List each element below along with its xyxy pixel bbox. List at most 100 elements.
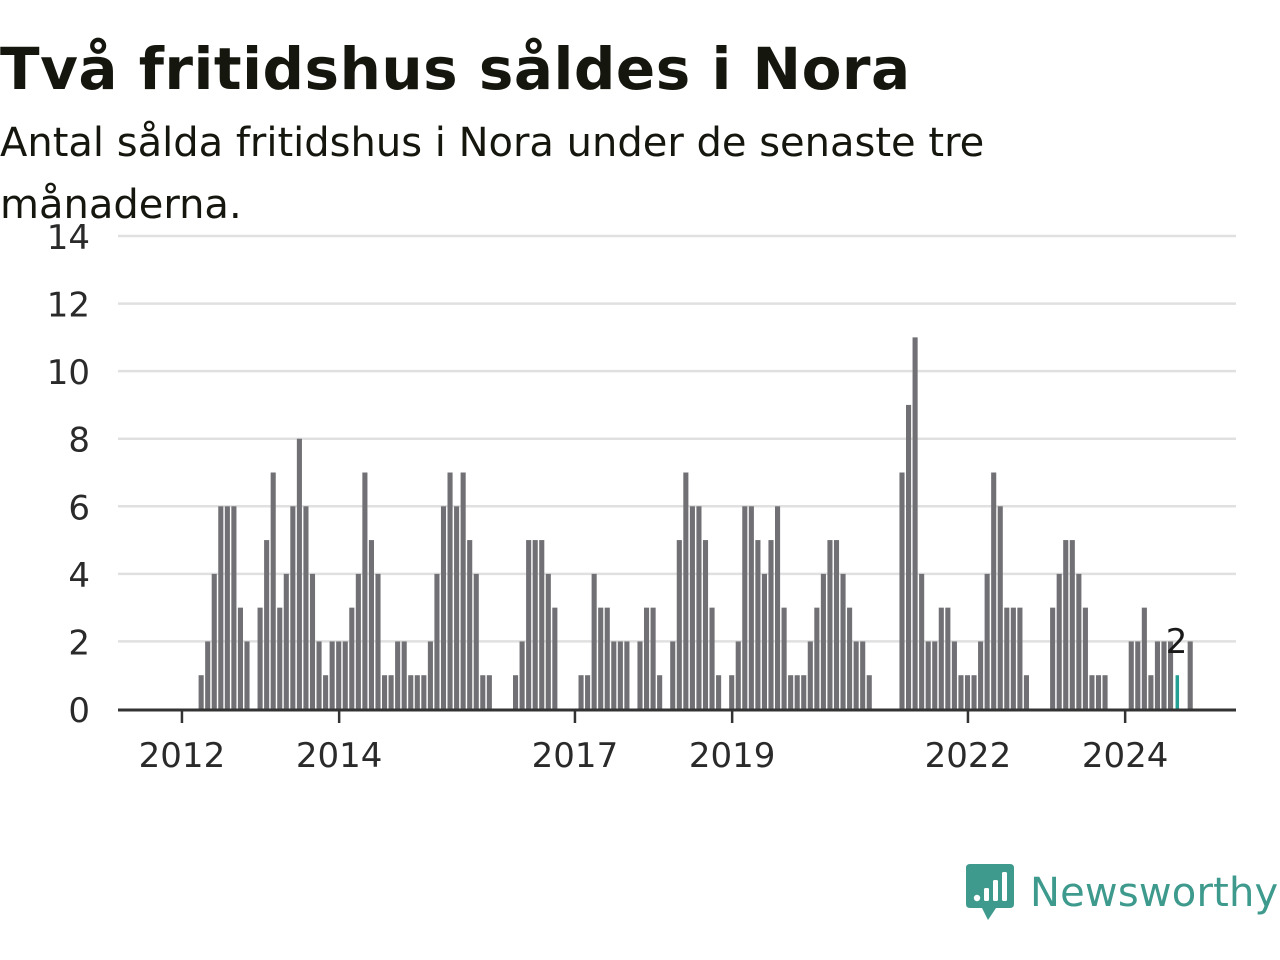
bar	[729, 675, 735, 709]
bar	[362, 472, 368, 709]
bar	[794, 675, 800, 709]
bar	[984, 573, 990, 709]
y-tick-label: 4	[68, 556, 90, 596]
bar	[552, 607, 558, 709]
chart-subtitle: Antal sålda fritidshus i Nora under de s…	[0, 120, 985, 228]
bar	[480, 675, 486, 709]
bar	[820, 573, 826, 709]
bar	[486, 675, 492, 709]
bar	[414, 675, 420, 709]
brand-name: Newsworthy	[1030, 870, 1279, 916]
bar	[1050, 607, 1056, 709]
bar	[198, 675, 204, 709]
bar	[323, 675, 329, 709]
bar	[296, 438, 302, 709]
bar	[866, 675, 872, 709]
bar	[545, 573, 551, 709]
bar	[1056, 573, 1062, 709]
bar	[283, 573, 289, 709]
bar	[775, 506, 781, 709]
bar	[906, 404, 912, 709]
bar	[309, 573, 316, 709]
bar	[1076, 573, 1082, 709]
bar	[1154, 641, 1160, 709]
bar	[978, 641, 984, 709]
bar	[454, 506, 460, 709]
bar	[768, 540, 774, 709]
bar	[205, 641, 211, 709]
bar	[1069, 540, 1075, 709]
bar	[781, 607, 787, 709]
bar	[1102, 675, 1108, 709]
bar	[801, 675, 807, 709]
bar	[395, 641, 401, 709]
bar	[264, 540, 270, 709]
bar	[290, 506, 296, 709]
bar	[637, 641, 643, 709]
bar	[604, 607, 610, 709]
bar	[670, 641, 676, 709]
bar	[211, 573, 217, 709]
y-tick-label: 12	[47, 286, 90, 326]
bar	[840, 573, 846, 709]
bar	[860, 641, 866, 709]
bar	[316, 641, 322, 709]
bar	[1168, 641, 1174, 709]
bar	[382, 675, 388, 709]
bar	[847, 607, 853, 709]
y-axis-ticks: 0 2 4 6 8 10 12 14	[47, 218, 90, 731]
bar	[342, 641, 348, 709]
x-tick-label: 2014	[296, 736, 383, 776]
bar	[1141, 607, 1147, 709]
x-tick-label: 2024	[1082, 736, 1169, 776]
bar	[388, 675, 394, 709]
bar	[427, 641, 433, 709]
brand-logo: Newsworthy	[964, 862, 1278, 924]
bar	[696, 506, 702, 709]
bar	[919, 573, 925, 709]
highlight-value-label: 2	[1166, 622, 1188, 662]
bar	[932, 641, 938, 709]
bar	[611, 641, 617, 709]
bar	[958, 675, 964, 709]
bar	[657, 675, 663, 709]
chart-title: Två fritidshus såldes i Nora	[0, 35, 911, 103]
bar	[964, 675, 971, 709]
y-tick-label: 14	[47, 218, 90, 258]
bar	[1089, 675, 1095, 709]
bar	[650, 607, 656, 709]
y-tick-label: 10	[47, 353, 90, 393]
y-tick-label: 0	[68, 691, 90, 731]
bar	[827, 540, 833, 709]
bar	[853, 641, 859, 709]
bar	[1063, 540, 1069, 709]
bar	[991, 472, 997, 709]
bar	[440, 506, 447, 709]
bar	[375, 573, 381, 709]
x-tick-label: 2022	[925, 736, 1012, 776]
bar	[257, 607, 263, 709]
bar	[526, 540, 532, 709]
bar	[1187, 641, 1193, 709]
bar	[1082, 607, 1088, 709]
x-tick-label: 2017	[532, 736, 619, 776]
bar	[1095, 675, 1102, 709]
bar	[971, 675, 977, 709]
bar	[532, 540, 538, 709]
bar	[585, 675, 591, 709]
bar	[702, 540, 709, 709]
bar	[912, 337, 918, 709]
bar	[617, 641, 623, 709]
bar	[1128, 641, 1134, 709]
bar	[519, 641, 525, 709]
bar	[460, 472, 466, 709]
bar	[742, 506, 748, 709]
bar	[644, 607, 650, 709]
y-tick-label: 8	[68, 421, 90, 461]
bar	[833, 540, 840, 709]
bar	[748, 506, 754, 709]
bar	[945, 607, 951, 709]
bar	[1004, 607, 1010, 709]
bar	[447, 472, 453, 709]
